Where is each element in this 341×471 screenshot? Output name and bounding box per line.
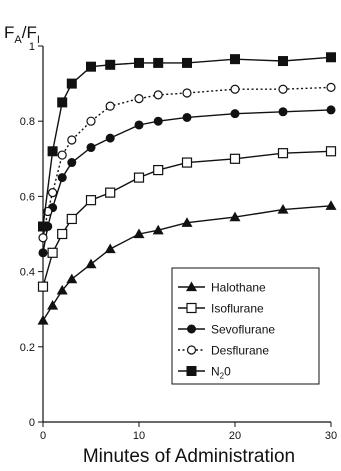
open-square-marker	[85, 195, 97, 206]
filled-circle-marker	[134, 120, 144, 130]
x-tick-label: 10	[133, 430, 145, 442]
filled-triangle-marker	[66, 273, 78, 284]
filled-triangle-marker	[277, 204, 289, 214]
filled-triangle-marker	[181, 217, 193, 227]
open-square-marker	[325, 146, 337, 157]
x-tick-label: 30	[325, 430, 337, 442]
series-line-sevoflurane	[42, 109, 332, 253]
open-circle-marker	[105, 101, 115, 111]
filled-circle-marker	[105, 133, 115, 143]
open-square-marker	[186, 302, 197, 314]
filled-triangle-marker	[104, 243, 116, 254]
open-circle-marker	[153, 90, 163, 100]
open-square-marker	[57, 228, 68, 240]
filled-triangle-marker	[186, 281, 197, 292]
filled-circle-marker	[187, 324, 196, 334]
series-sevoflurane	[38, 105, 336, 258]
open-circle-marker	[230, 84, 240, 94]
filled-circle-marker	[86, 143, 96, 153]
series-line-n2o	[42, 56, 332, 227]
series-group	[37, 52, 337, 325]
filled-circle-marker	[230, 109, 240, 119]
series-n2o	[38, 52, 336, 232]
filled-triangle-marker	[47, 299, 59, 310]
filled-triangle-marker	[229, 211, 241, 222]
filled-square-marker	[186, 366, 197, 376]
x-tick-label: 0	[40, 430, 46, 442]
y-tick-label: 0.4	[20, 267, 35, 279]
x-tick-label: 20	[229, 430, 241, 442]
filled-triangle-marker	[152, 224, 164, 235]
filled-square-marker	[134, 57, 144, 68]
filled-circle-marker	[278, 107, 288, 117]
filled-circle-marker	[38, 248, 48, 258]
x-axis-label: Minutes of Administration	[83, 446, 295, 467]
filled-square-marker	[86, 61, 96, 72]
open-square-marker	[181, 157, 193, 168]
filled-square-marker	[153, 57, 164, 68]
filled-triangle-marker	[133, 228, 145, 239]
open-square-marker	[229, 153, 241, 164]
series-desflurane	[38, 82, 336, 243]
open-square-marker	[105, 187, 116, 198]
open-circle-marker	[86, 116, 96, 126]
filled-square-marker	[182, 57, 192, 68]
open-circle-marker	[182, 88, 192, 98]
filled-square-marker	[66, 78, 77, 89]
series-halothane	[37, 200, 337, 325]
filled-circle-marker	[153, 116, 163, 126]
y-tick-label: 0.6	[20, 191, 35, 203]
legend-label-n2o: N20	[211, 365, 231, 381]
open-circle-marker	[186, 345, 197, 355]
open-circle-marker	[47, 188, 58, 198]
legend-label-desflurane: Desflurane	[211, 344, 269, 358]
open-circle-marker	[278, 84, 288, 94]
y-ticks: 0 0.2 0.4 0.6 0.8 1	[20, 41, 43, 429]
filled-square-marker	[57, 97, 68, 108]
open-square-marker	[277, 148, 289, 159]
filled-circle-marker	[67, 158, 77, 168]
open-circle-marker	[326, 82, 336, 92]
y-tick-label: 1	[29, 41, 35, 53]
filled-square-marker	[47, 146, 58, 157]
series-isoflurane	[37, 146, 337, 292]
x-ticks: 0 10 20 30	[40, 422, 337, 442]
filled-square-marker	[278, 56, 288, 67]
open-square-marker	[47, 247, 58, 258]
legend-label-sevoflurane: Sevoflurane	[211, 323, 275, 337]
open-circle-marker	[57, 150, 67, 160]
filled-triangle-marker	[325, 200, 337, 210]
open-square-marker	[153, 164, 164, 176]
filled-square-marker	[38, 221, 48, 232]
y-tick-label: 0.2	[20, 342, 35, 354]
legend: Halothane Isoflurane Sevoflurane Desflurane…	[171, 267, 320, 385]
filled-square-marker	[230, 54, 240, 65]
filled-triangle-marker	[37, 314, 49, 325]
y-tick-label: 0	[29, 417, 35, 429]
open-square-marker	[37, 281, 49, 292]
open-circle-marker	[134, 94, 144, 104]
filled-triangle-marker	[56, 284, 68, 295]
open-square-marker	[66, 213, 77, 225]
filled-circle-marker	[182, 112, 192, 122]
filled-square-marker	[326, 52, 336, 63]
filled-triangle-marker	[85, 258, 97, 269]
filled-square-marker	[105, 59, 116, 70]
filled-circle-marker	[57, 173, 67, 183]
legend-label-isoflurane: Isoflurane	[211, 302, 264, 316]
legend-label-halothane: Halothane	[211, 281, 266, 295]
filled-circle-marker	[326, 105, 336, 115]
open-circle-marker	[38, 233, 48, 243]
y-axis-label: FA/FI	[4, 23, 40, 46]
open-square-marker	[133, 172, 145, 183]
y-tick-label: 0.8	[20, 116, 35, 128]
open-circle-marker	[67, 135, 77, 145]
